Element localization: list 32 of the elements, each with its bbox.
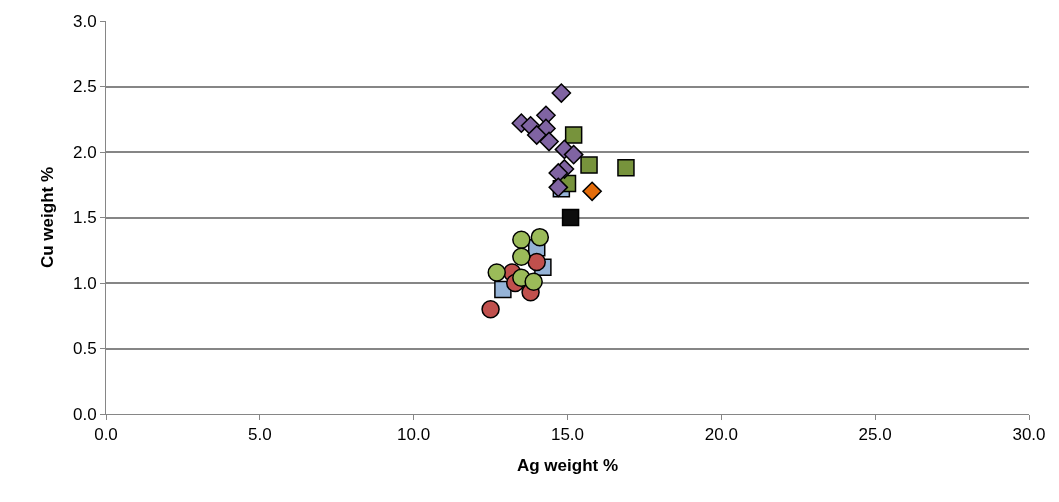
point bbox=[481, 299, 500, 319]
point bbox=[580, 156, 598, 174]
x-axis-title: Ag weight % bbox=[516, 455, 619, 475]
x-tick-label: 0.0 bbox=[94, 425, 118, 445]
x-tick-label: 10.0 bbox=[397, 425, 431, 445]
y-tick-label: 3.0 bbox=[72, 11, 97, 31]
x-tick-label: 30.0 bbox=[1012, 425, 1046, 445]
y-tick-label: 0.5 bbox=[72, 339, 97, 359]
point bbox=[527, 252, 546, 272]
x-tick-label: 15.0 bbox=[550, 425, 585, 445]
x-tick-label: 25.0 bbox=[858, 425, 892, 445]
y-axis-title: Cu weight % bbox=[37, 166, 57, 269]
point bbox=[551, 83, 572, 103]
point bbox=[512, 247, 531, 267]
point bbox=[526, 125, 547, 145]
y-tick-label: 0.0 bbox=[72, 404, 97, 424]
point bbox=[524, 272, 543, 291]
x-tick-label: 20.0 bbox=[704, 425, 738, 445]
y-tick-label: 1.0 bbox=[72, 273, 97, 293]
point bbox=[563, 144, 584, 165]
point bbox=[564, 126, 583, 144]
point bbox=[539, 131, 559, 152]
point bbox=[582, 181, 602, 202]
point bbox=[512, 230, 531, 250]
y-tick-label: 2.5 bbox=[72, 77, 97, 97]
point bbox=[530, 227, 550, 247]
y-tick-label: 1.5 bbox=[72, 208, 97, 228]
y-tick-label: 2.0 bbox=[72, 142, 97, 162]
x-tick-label: 5.0 bbox=[248, 425, 272, 445]
point bbox=[487, 263, 506, 282]
point bbox=[617, 158, 635, 177]
point bbox=[561, 208, 580, 227]
